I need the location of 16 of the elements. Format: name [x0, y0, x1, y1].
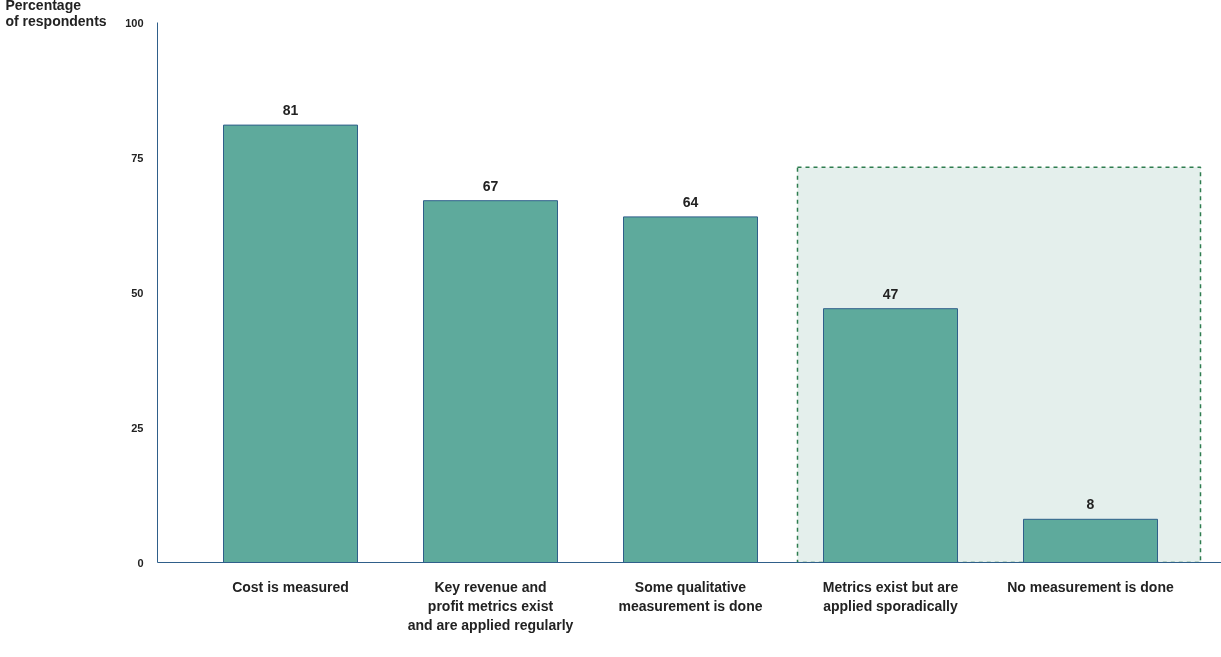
x-tick-label: No measurement is done — [1007, 578, 1174, 595]
x-tick-label: Key revenue and profit metrics exist and are applied regularly — [407, 578, 574, 633]
y-tick-label: 100 — [125, 16, 144, 29]
y-axis-title: Percentage of respondents — [5, 0, 107, 29]
y-tick-label: 50 — [131, 286, 144, 299]
y-tick-label: 0 — [137, 556, 144, 569]
data-label: 67 — [482, 177, 499, 194]
data-label: 81 — [282, 102, 299, 119]
y-tick-label: 25 — [131, 421, 144, 434]
data-label: 47 — [882, 285, 899, 302]
data-label: 64 — [682, 193, 699, 210]
x-tick-label: Some qualitative measurement is done — [618, 578, 763, 614]
y-tick-label: 75 — [131, 151, 144, 164]
x-tick-label: Cost is measured — [232, 578, 349, 595]
x-tick-label: Metrics exist but are applied sporadically — [822, 578, 959, 614]
data-label: 8 — [1086, 496, 1095, 513]
